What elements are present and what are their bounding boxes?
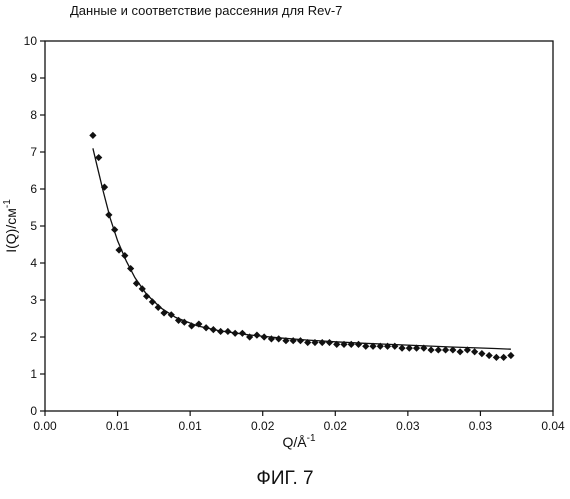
- chart-axes: 0 1 2 3 4 5 6 7 8 9 10 0.00 0.01 0.01 0.02 0.02 0.03 0.03…: [24, 34, 565, 433]
- data-point: [232, 330, 239, 337]
- data-point: [188, 322, 195, 329]
- x-tick-label: 0.02: [251, 419, 275, 433]
- y-tick-label: 5: [30, 219, 37, 233]
- x-tick-label: 0.03: [396, 419, 420, 433]
- data-point: [355, 341, 362, 348]
- data-point: [297, 337, 304, 344]
- data-point: [149, 298, 156, 305]
- y-tick-label: 4: [30, 256, 37, 270]
- data-point: [457, 348, 464, 355]
- y-tick-label: 6: [30, 182, 37, 196]
- x-axis-label-superscript: -1: [307, 433, 316, 444]
- data-point: [326, 339, 333, 346]
- x-axis-label: Q/Å-1: [282, 433, 315, 450]
- y-tick-label: 3: [30, 293, 37, 307]
- data-point: [253, 332, 260, 339]
- data-point: [115, 246, 122, 253]
- data-point: [217, 328, 224, 335]
- fit-curve: [93, 148, 511, 349]
- data-point: [203, 324, 210, 331]
- data-point: [127, 265, 134, 272]
- data-point: [111, 226, 118, 233]
- data-point: [160, 309, 167, 316]
- y-tick-label: 8: [30, 108, 37, 122]
- data-point: [427, 346, 434, 353]
- y-tick-label: 7: [30, 145, 37, 159]
- data-point: [239, 330, 246, 337]
- x-tick-label: 0.03: [469, 419, 493, 433]
- data-point: [143, 293, 150, 300]
- data-point: [105, 211, 112, 218]
- data-point: [435, 346, 442, 353]
- plot-frame: [45, 41, 553, 411]
- x-tick-label: 0.00: [33, 419, 57, 433]
- data-point: [500, 354, 507, 361]
- y-tick-label: 10: [24, 34, 38, 48]
- y-tick-label: 2: [30, 330, 37, 344]
- data-point: [261, 333, 268, 340]
- data-point: [89, 132, 96, 139]
- y-tick-label: 9: [30, 71, 37, 85]
- y-axis-label: I(Q)/см-1: [2, 199, 19, 253]
- y-tick-label: 0: [30, 404, 37, 418]
- x-tick-label: 0.04: [541, 419, 565, 433]
- data-point: [133, 280, 140, 287]
- y-tick-label: 1: [30, 367, 37, 381]
- data-point: [391, 343, 398, 350]
- data-point: [478, 350, 485, 357]
- x-tick-label: 0.01: [106, 419, 130, 433]
- y-axis-label-superscript: -1: [2, 199, 13, 208]
- data-point: [210, 326, 217, 333]
- data-point: [471, 348, 478, 355]
- data-point: [224, 328, 231, 335]
- x-tick-label: 0.02: [324, 419, 348, 433]
- data-point: [275, 335, 282, 342]
- data-point: [155, 304, 162, 311]
- data-point: [507, 352, 514, 359]
- x-tick-label: 0.01: [178, 419, 202, 433]
- data-point: [486, 352, 493, 359]
- data-point: [493, 354, 500, 361]
- data-point: [319, 339, 326, 346]
- chart-marks: [89, 132, 514, 361]
- figure-caption: ФИГ. 7: [0, 468, 570, 490]
